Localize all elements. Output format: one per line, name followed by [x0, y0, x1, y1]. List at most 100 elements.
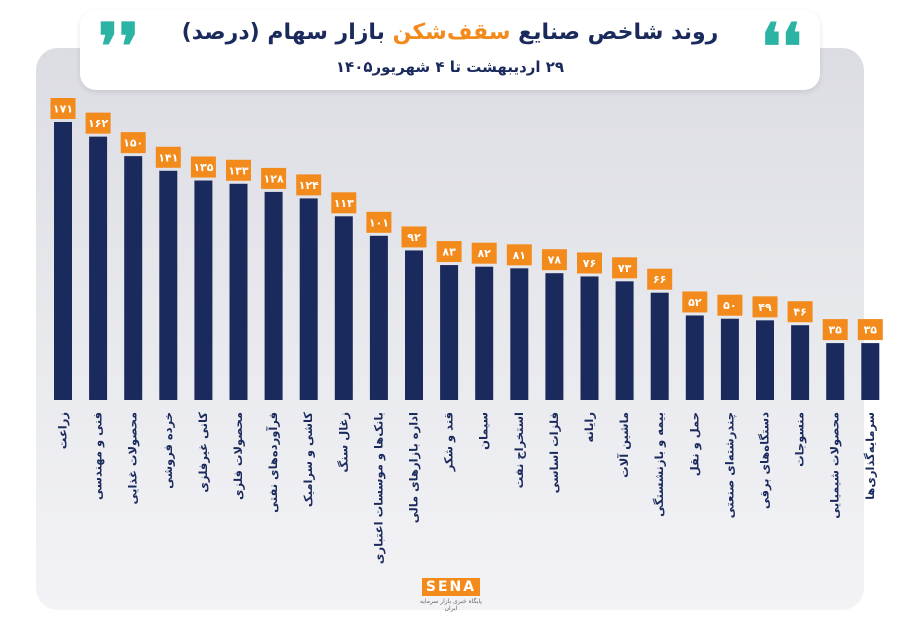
category-label: دستگاه‌های برقی	[758, 412, 772, 509]
category-label: سیمان	[477, 412, 491, 450]
bar	[580, 276, 599, 400]
bar	[229, 183, 248, 400]
data-label-box	[436, 241, 462, 263]
category-label: بانک‌ها و موسسات اعتباری	[371, 412, 386, 564]
data-label: ۱۲۴	[299, 179, 319, 192]
data-label: ۵۲	[688, 296, 702, 309]
data-label-box	[401, 226, 427, 248]
bar	[826, 343, 845, 400]
category-label: فلزات اساسی	[547, 412, 561, 493]
category-label: حمل و نقل	[687, 412, 702, 476]
data-label-box	[296, 174, 322, 196]
data-label: ۷۸	[548, 254, 562, 267]
data-label-box	[155, 146, 181, 168]
data-label: ۳۵	[864, 324, 878, 337]
category-label: خرده فروشی	[161, 412, 176, 489]
title-box: ❛❛ ❜❜ روند شاخص صنایع سقف‌شکن بازار سهام…	[80, 10, 820, 90]
title-end: بازار سهام (درصد)	[181, 20, 393, 45]
data-label: ۱۱۳	[334, 197, 354, 210]
bar	[299, 198, 318, 400]
bar	[615, 281, 634, 400]
category-label: زغال سنگ	[336, 412, 350, 473]
data-label: ۴۹	[758, 301, 772, 314]
data-label: ۸۳	[442, 246, 456, 259]
bar	[159, 170, 178, 400]
bar	[756, 320, 774, 400]
data-label: ۹۲	[407, 231, 421, 244]
data-label: ۱۳۳	[228, 164, 248, 177]
data-label-box	[717, 294, 743, 316]
bar	[475, 266, 494, 400]
data-label: ۱۵۰	[123, 137, 143, 150]
data-label: ۱۰۱	[369, 216, 389, 229]
close-quote-icon: ❜❜	[98, 10, 140, 85]
data-label-box	[331, 192, 357, 214]
category-label: کانی غیرفلزی	[196, 412, 210, 493]
open-quote-icon: ❛❛	[760, 10, 802, 85]
data-label-box	[226, 159, 251, 181]
category-label: بیمه و بازنشستگی	[652, 412, 667, 517]
data-label: ۶۶	[653, 273, 666, 286]
data-label-box	[752, 296, 778, 318]
category-label: سرمایه‌گذاری‌ها	[863, 412, 877, 500]
data-label-box	[822, 319, 848, 341]
title-highlight: سقف‌شکن	[392, 20, 511, 45]
category-label: محصولات شیمیایی	[828, 412, 843, 519]
bar	[334, 216, 353, 400]
data-label-box	[857, 319, 883, 341]
category-label: کاشی و سرامیک	[301, 412, 316, 507]
data-label-box	[577, 252, 602, 274]
bar	[791, 325, 810, 400]
bar	[650, 292, 669, 400]
data-label-box	[366, 211, 392, 233]
bar	[194, 180, 213, 400]
data-label-box	[506, 244, 532, 266]
category-label: فرآورده‌های نفتی	[266, 412, 281, 513]
bar	[89, 136, 108, 400]
data-label: ۵۰	[723, 299, 736, 312]
category-label: رایانه	[582, 412, 596, 443]
category-label: ماشین آلات	[617, 412, 631, 478]
bar	[720, 318, 739, 400]
data-label: ۱۳۵	[193, 161, 213, 174]
data-label: ۸۱	[513, 249, 526, 262]
bar	[405, 250, 423, 400]
data-label-box	[612, 257, 638, 279]
data-label: ۱۶۲	[88, 117, 108, 130]
data-label-box	[682, 291, 708, 313]
data-label-box	[50, 98, 76, 119]
bar	[861, 343, 880, 400]
data-label: ۷۶	[583, 257, 596, 270]
category-label: محصولات فلزی	[231, 412, 246, 500]
data-label-box	[647, 268, 673, 290]
data-label-box	[85, 112, 111, 134]
sena-logo: SENA پایگاه خبری بازار سرمایه ایران	[418, 576, 484, 612]
data-label: ۱۷۱	[53, 103, 73, 116]
bar	[124, 156, 143, 400]
data-label: ۱۴۱	[158, 151, 178, 164]
data-label: ۴۶	[793, 306, 806, 319]
data-label-box	[120, 132, 146, 154]
category-label: استخراج نفت	[512, 412, 527, 488]
bar	[685, 315, 704, 400]
category-label: فنی و مهندسی	[91, 412, 106, 500]
data-label-box	[190, 156, 216, 178]
bar	[545, 273, 564, 400]
logo-tagline: پایگاه خبری بازار سرمایه ایران	[420, 598, 482, 612]
category-label: زراعت	[56, 412, 70, 449]
category-label: چندرشته‌ای صنعتی	[722, 412, 736, 518]
category-label: قند و شکر	[442, 412, 457, 472]
chart-title: روند شاخص صنایع سقف‌شکن بازار سهام (درصد…	[80, 20, 820, 45]
data-label: ۳۵	[828, 324, 842, 337]
bar	[510, 268, 529, 400]
data-label: ۷۳	[618, 262, 632, 275]
category-label: محصولات غذایی	[126, 412, 141, 504]
data-label-box	[261, 167, 287, 189]
bar	[54, 122, 72, 400]
bar	[369, 235, 388, 400]
bar	[264, 191, 283, 400]
data-label-box	[541, 249, 567, 271]
logo-wordmark: SENA	[421, 578, 481, 596]
data-label-box	[787, 301, 813, 323]
